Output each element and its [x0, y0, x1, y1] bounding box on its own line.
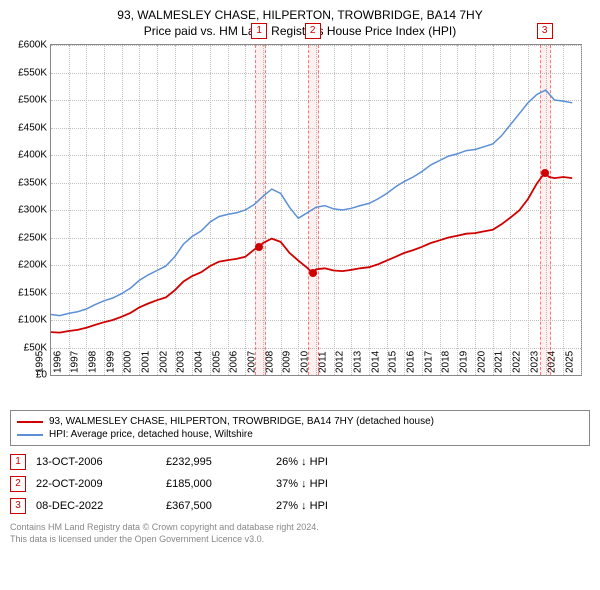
sale-row-date: 13-OCT-2006: [36, 456, 166, 468]
sale-marker-number: 2: [305, 23, 321, 39]
y-axis-label: £550K: [18, 67, 51, 78]
y-axis-label: £350K: [18, 177, 51, 188]
sale-row-price: £232,995: [166, 456, 276, 468]
sale-row-delta: 27% ↓ HPI: [276, 500, 590, 512]
y-axis-label: £250K: [18, 232, 51, 243]
legend-swatch: [17, 434, 43, 436]
chart-titles: 93, WALMESLEY CHASE, HILPERTON, TROWBRID…: [10, 8, 590, 38]
title-line-2: Price paid vs. HM Land Registry's House …: [10, 24, 590, 38]
legend: 93, WALMESLEY CHASE, HILPERTON, TROWBRID…: [10, 410, 590, 446]
legend-row: HPI: Average price, detached house, Wilt…: [17, 428, 583, 441]
y-axis-label: £300K: [18, 205, 51, 216]
footer-line-2: This data is licensed under the Open Gov…: [10, 534, 590, 546]
y-axis-label: £400K: [18, 150, 51, 161]
sale-point: [255, 243, 263, 251]
legend-swatch: [17, 421, 43, 423]
sales-table: 1 13-OCT-2006£232,99526% ↓ HPI 2 22-OCT-200…: [10, 454, 590, 514]
sale-row-number: 2: [10, 476, 26, 492]
footer: Contains HM Land Registry data © Crown c…: [10, 522, 590, 545]
chart-container: £0£50K£100K£150K£200K£250K£300K£350K£400…: [50, 44, 590, 376]
series-hpi: [51, 90, 572, 316]
sale-marker-number: 1: [251, 23, 267, 39]
legend-label: 93, WALMESLEY CHASE, HILPERTON, TROWBRID…: [49, 416, 434, 427]
y-axis-label: £100K: [18, 315, 51, 326]
sale-row-price: £185,000: [166, 478, 276, 490]
legend-label: HPI: Average price, detached house, Wilt…: [49, 429, 253, 440]
gridline-vertical: [581, 45, 582, 375]
x-axis-label: 1995: [35, 351, 46, 375]
y-axis-label: £150K: [18, 287, 51, 298]
y-axis-label: £500K: [18, 95, 51, 106]
sale-row-date: 22-OCT-2009: [36, 478, 166, 490]
sale-row-delta: 37% ↓ HPI: [276, 478, 590, 490]
series-property: [51, 173, 572, 333]
sale-marker-number: 3: [537, 23, 553, 39]
y-axis-label: £200K: [18, 260, 51, 271]
sale-row-number: 3: [10, 498, 26, 514]
sale-row-date: 08-DEC-2022: [36, 500, 166, 512]
sale-row-number: 1: [10, 454, 26, 470]
sale-row-delta: 26% ↓ HPI: [276, 456, 590, 468]
sale-row-price: £367,500: [166, 500, 276, 512]
y-axis-label: £600K: [18, 40, 51, 51]
y-axis-label: £450K: [18, 122, 51, 133]
footer-line-1: Contains HM Land Registry data © Crown c…: [10, 522, 590, 534]
title-line-1: 93, WALMESLEY CHASE, HILPERTON, TROWBRID…: [10, 8, 590, 22]
sale-point: [309, 269, 317, 277]
plot-area: £0£50K£100K£150K£200K£250K£300K£350K£400…: [50, 44, 582, 376]
legend-row: 93, WALMESLEY CHASE, HILPERTON, TROWBRID…: [17, 415, 583, 428]
sale-point: [541, 169, 549, 177]
chart-lines: [51, 45, 581, 375]
